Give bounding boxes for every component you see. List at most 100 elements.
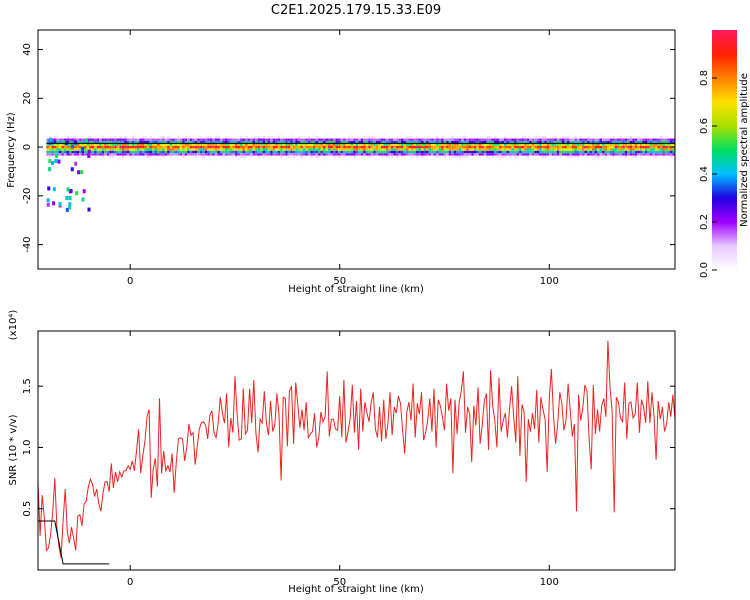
spectrogram-cell — [473, 153, 477, 156]
spectrogram-cell — [373, 128, 376, 132]
spectrogram-cell — [461, 155, 464, 159]
spectrogram-cell — [486, 133, 489, 137]
spectrogram-cell — [209, 150, 213, 154]
spectrogram-cell — [174, 153, 178, 156]
spectrogram-cell — [491, 143, 494, 146]
spectrogram-cell — [305, 150, 308, 154]
spectrogram-cell — [544, 165, 547, 168]
spectrogram-cell — [157, 162, 160, 166]
spectrogram-cell — [300, 150, 303, 154]
spectrogram-cell — [408, 153, 411, 156]
spectrogram-cell — [330, 145, 334, 149]
spectrogram-cell — [667, 153, 670, 156]
spectrogram-cell — [250, 145, 253, 149]
spectrogram-cell — [227, 126, 230, 129]
spectrogram-cell — [476, 145, 479, 149]
spectrogram-cell — [368, 143, 371, 146]
spectrogram-cell — [448, 131, 452, 134]
spectrogram-cell — [280, 148, 283, 151]
spectrogram-cell — [131, 158, 135, 161]
spectrogram-cell — [245, 153, 248, 156]
spectrogram-cell — [529, 162, 532, 166]
spectrogram-cell — [167, 138, 170, 141]
spectrogram-cell — [639, 150, 643, 154]
spectrogram-cell — [333, 148, 336, 151]
spectrogram-cell — [192, 153, 195, 156]
spectrogram-cell — [589, 162, 593, 166]
spectrogram-cell — [431, 145, 434, 149]
spectrogram-cell — [139, 131, 142, 134]
spectrogram-cell — [564, 140, 567, 144]
spectrogram-cell — [272, 145, 276, 149]
spectrogram-cell — [177, 158, 180, 161]
spectrogram-cell — [488, 143, 492, 146]
spectrogram-cell — [448, 140, 452, 144]
spectrogram-cell — [561, 138, 565, 141]
spectrogram-cell — [86, 145, 90, 149]
spectrogram-cell — [76, 138, 80, 141]
spectrogram-cell — [322, 145, 326, 149]
spectrogram-cell — [634, 148, 638, 151]
spectrogram-cell — [446, 153, 449, 156]
spectrogram-cell — [554, 148, 557, 151]
spectrogram-cell — [116, 143, 120, 146]
spectrogram-cell — [388, 148, 391, 151]
spectrogram-cell — [644, 148, 648, 151]
spectrogram-cell — [338, 138, 341, 141]
spectrogram-cell — [619, 153, 623, 156]
spectrogram-cell — [398, 138, 401, 141]
spectrogram-cell — [245, 136, 248, 139]
spectrogram-cell — [586, 148, 590, 151]
spectrogram-cell — [504, 145, 507, 149]
spectrogram-cell — [47, 186, 51, 191]
spectrogram-cell — [574, 138, 577, 141]
spectrogram-cell — [237, 126, 240, 129]
spectrogram-cell — [232, 138, 235, 141]
spectrogram-cell — [280, 143, 283, 146]
spectrogram-cell — [421, 158, 424, 161]
spectrogram-cell — [536, 145, 540, 149]
spectrogram-cell — [63, 133, 67, 137]
spectrogram-cell — [602, 140, 605, 144]
spectrogram-cell — [662, 148, 665, 151]
spectrogram-cell — [466, 128, 469, 132]
spectrogram-cell — [345, 153, 349, 156]
spectrogram-cell — [285, 153, 288, 156]
spectrogram-cell — [589, 153, 593, 156]
spectrogram-cell — [169, 148, 173, 151]
spectrogram-cell — [370, 138, 374, 141]
spectrogram-cell — [421, 153, 424, 156]
spectrogram-cell — [579, 153, 582, 156]
spectrogram-cell — [305, 148, 308, 151]
spectrogram-cell — [202, 145, 205, 149]
spectrogram-cell — [169, 160, 173, 163]
spectrogram-cell — [219, 148, 223, 151]
spectrogram-cell — [74, 138, 77, 141]
spectrogram-cell — [644, 138, 648, 141]
spectrogram-cell — [629, 128, 633, 132]
spectrogram-cell — [272, 158, 276, 161]
spectrogram-cell — [227, 140, 230, 144]
spectrogram-cell — [51, 153, 54, 156]
spectrogram-cell — [614, 148, 618, 151]
spectrogram-cell — [111, 140, 115, 144]
spectrogram-cell — [277, 148, 281, 151]
spectrogram-cell — [498, 138, 502, 141]
spectrogram-cell — [398, 148, 401, 151]
chart-title: C2E1.2025.179.15.33.E09 — [271, 3, 441, 18]
spectrogram-cell — [451, 165, 454, 168]
spectrogram-cell — [350, 145, 354, 149]
spectrogram-cell — [348, 160, 351, 163]
spectrogram-cell — [466, 150, 469, 154]
spectrogram-cell — [184, 145, 188, 149]
spectrogram-cell — [524, 143, 527, 146]
spectrogram-cell — [99, 153, 102, 156]
spectrogram-cell — [96, 140, 100, 144]
spectrogram-cell — [506, 140, 510, 144]
spectrogram-cell — [86, 143, 90, 146]
spectrogram-cell — [184, 133, 188, 137]
spectrogram-cell — [534, 138, 537, 141]
spectrogram-cell — [609, 153, 613, 156]
spectrogram-cell — [302, 153, 306, 156]
spectrogram-cell — [664, 145, 668, 149]
